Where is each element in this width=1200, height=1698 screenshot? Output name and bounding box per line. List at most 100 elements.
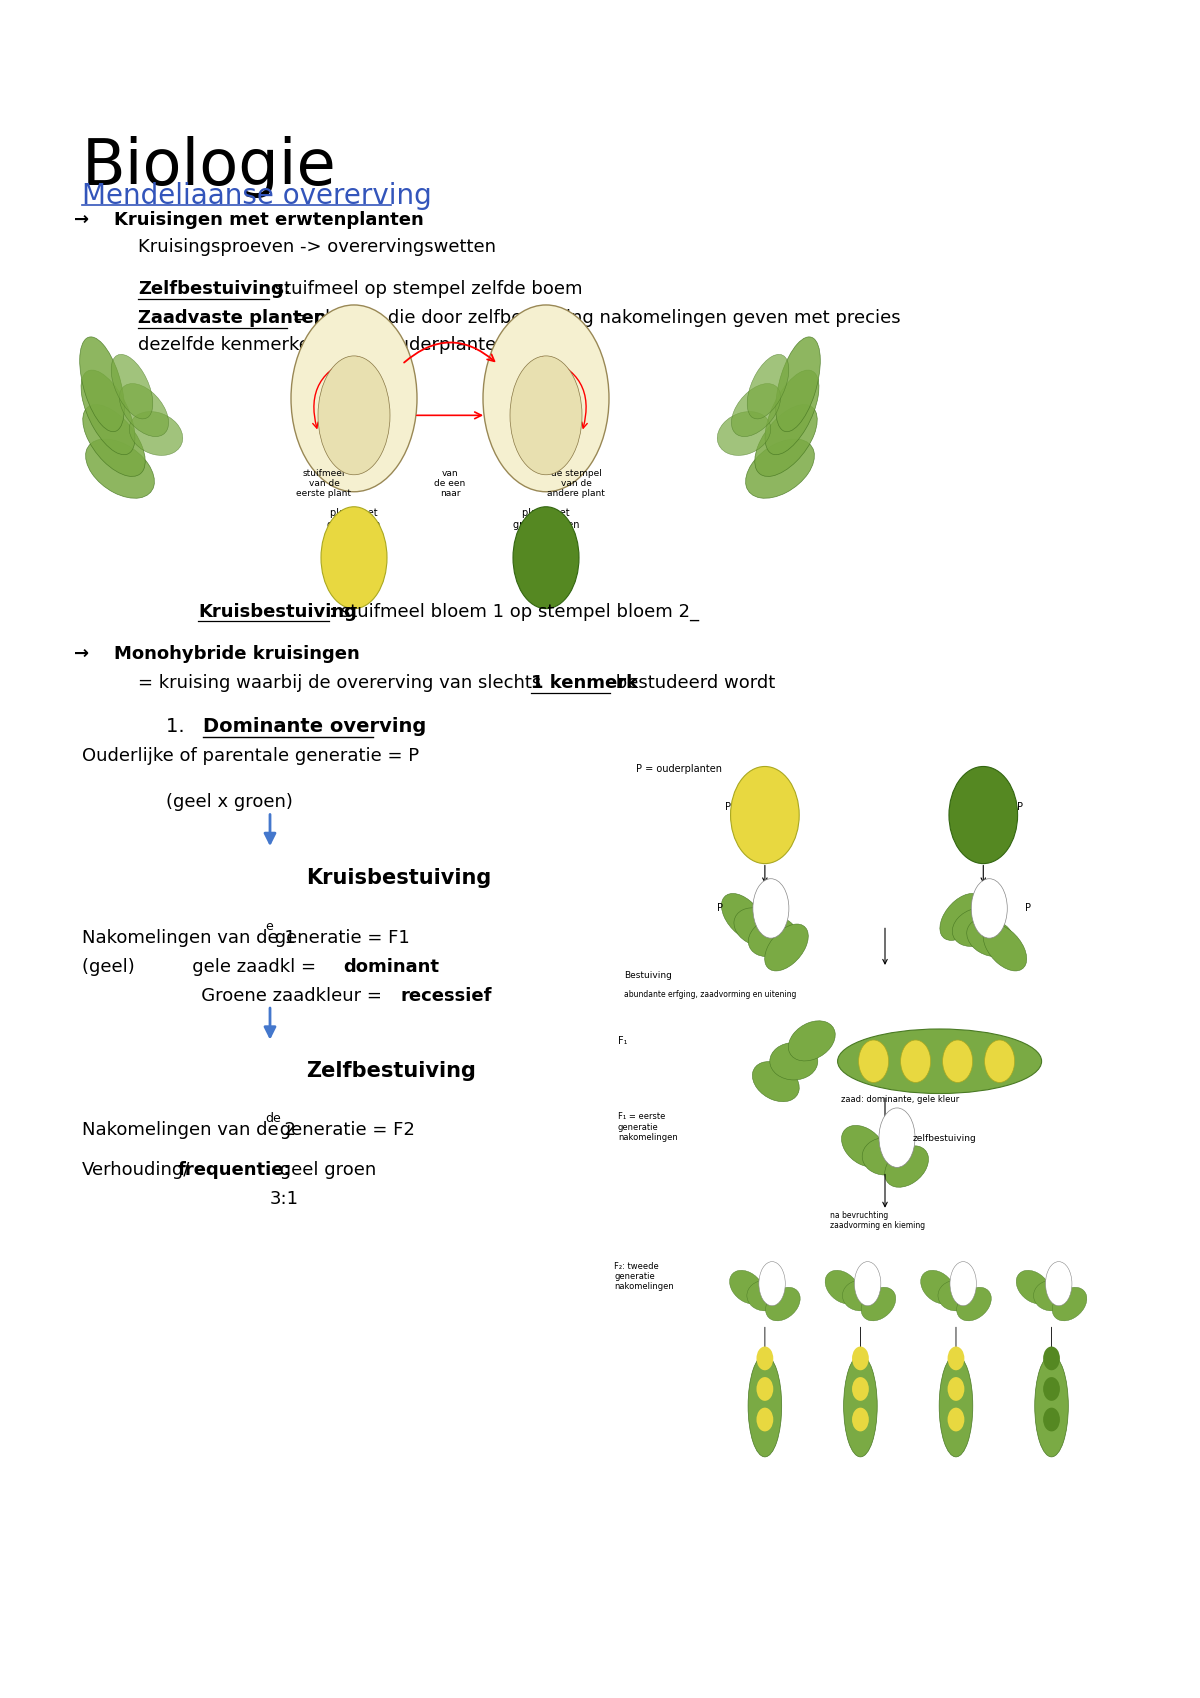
Ellipse shape bbox=[83, 404, 145, 477]
Ellipse shape bbox=[758, 1262, 785, 1306]
Ellipse shape bbox=[322, 506, 386, 608]
Ellipse shape bbox=[130, 411, 182, 455]
Ellipse shape bbox=[984, 1039, 1015, 1083]
Ellipse shape bbox=[770, 1043, 818, 1080]
Text: Kruisbestuiving: Kruisbestuiving bbox=[198, 603, 356, 621]
Ellipse shape bbox=[950, 1262, 977, 1306]
Ellipse shape bbox=[1045, 1262, 1072, 1306]
Ellipse shape bbox=[756, 1408, 773, 1431]
Ellipse shape bbox=[318, 357, 390, 475]
Ellipse shape bbox=[880, 1107, 916, 1168]
Ellipse shape bbox=[292, 306, 418, 492]
Ellipse shape bbox=[755, 404, 817, 477]
Text: Mendeliaanse overerving: Mendeliaanse overerving bbox=[82, 182, 431, 209]
Ellipse shape bbox=[1043, 1377, 1060, 1401]
Text: e: e bbox=[265, 920, 272, 934]
Ellipse shape bbox=[732, 384, 780, 436]
Text: de stempel
van de
andere plant: de stempel van de andere plant bbox=[547, 469, 605, 499]
Ellipse shape bbox=[120, 384, 168, 436]
Ellipse shape bbox=[112, 355, 152, 419]
Text: geel groen: geel groen bbox=[274, 1161, 376, 1180]
Ellipse shape bbox=[852, 1347, 869, 1370]
Text: (geel x groen): (geel x groen) bbox=[166, 793, 293, 812]
Text: plant met
groene zaden: plant met groene zaden bbox=[512, 508, 580, 530]
Ellipse shape bbox=[764, 924, 809, 971]
Text: generatie = F2: generatie = F2 bbox=[274, 1121, 414, 1139]
Ellipse shape bbox=[748, 355, 788, 419]
Text: plant met
gele zaden: plant met gele zaden bbox=[328, 508, 380, 530]
Text: bestudeerd wordt: bestudeerd wordt bbox=[610, 674, 775, 693]
Text: F₁: F₁ bbox=[618, 1036, 628, 1046]
Text: Kruisingen met erwtenplanten: Kruisingen met erwtenplanten bbox=[114, 211, 424, 229]
Text: stuifmeel
van de
eerste plant: stuifmeel van de eerste plant bbox=[296, 469, 352, 499]
Ellipse shape bbox=[1016, 1270, 1051, 1304]
Ellipse shape bbox=[482, 306, 610, 492]
Ellipse shape bbox=[745, 440, 815, 498]
Text: Nakomelingen van de 2: Nakomelingen van de 2 bbox=[82, 1121, 295, 1139]
Text: F₂: tweede
generatie
nakomelingen: F₂: tweede generatie nakomelingen bbox=[614, 1262, 674, 1292]
Text: Bestuiving: Bestuiving bbox=[624, 971, 672, 980]
Ellipse shape bbox=[721, 893, 766, 941]
Ellipse shape bbox=[730, 1270, 764, 1304]
Ellipse shape bbox=[748, 1355, 781, 1457]
Ellipse shape bbox=[920, 1270, 955, 1304]
Ellipse shape bbox=[859, 1039, 888, 1083]
Ellipse shape bbox=[826, 1270, 859, 1304]
Text: = kruising waarbij de overerving van slechts: = kruising waarbij de overerving van sle… bbox=[138, 674, 547, 693]
Ellipse shape bbox=[1043, 1408, 1060, 1431]
Text: P = ouderplanten: P = ouderplanten bbox=[636, 764, 722, 774]
Text: dominant: dominant bbox=[343, 958, 439, 976]
Ellipse shape bbox=[1033, 1280, 1069, 1311]
Text: P: P bbox=[1016, 801, 1022, 812]
Text: Ouderlijke of parentale generatie = P: Ouderlijke of parentale generatie = P bbox=[82, 747, 419, 766]
Ellipse shape bbox=[731, 766, 799, 864]
Text: na bevruchting
zaadvorming en kieming: na bevruchting zaadvorming en kieming bbox=[830, 1211, 925, 1229]
Ellipse shape bbox=[854, 1262, 881, 1306]
Ellipse shape bbox=[1052, 1287, 1087, 1321]
Ellipse shape bbox=[862, 1287, 895, 1321]
Ellipse shape bbox=[983, 924, 1027, 971]
Ellipse shape bbox=[948, 1408, 965, 1431]
Ellipse shape bbox=[943, 1039, 973, 1083]
Ellipse shape bbox=[956, 1287, 991, 1321]
Ellipse shape bbox=[841, 1126, 886, 1167]
Text: zelfbestuiving: zelfbestuiving bbox=[912, 1134, 976, 1143]
Text: Groene zaadkleur =: Groene zaadkleur = bbox=[138, 987, 388, 1005]
Ellipse shape bbox=[949, 766, 1018, 864]
Ellipse shape bbox=[844, 1355, 877, 1457]
Text: abundante erfging, zaadvorming en uitening: abundante erfging, zaadvorming en uiteni… bbox=[624, 990, 797, 998]
Ellipse shape bbox=[85, 440, 155, 498]
Text: →: → bbox=[74, 645, 90, 664]
Text: recessief: recessief bbox=[400, 987, 492, 1005]
Text: Verhouding/: Verhouding/ bbox=[82, 1161, 190, 1180]
Ellipse shape bbox=[938, 1280, 974, 1311]
Ellipse shape bbox=[940, 893, 984, 941]
Ellipse shape bbox=[775, 336, 821, 431]
Ellipse shape bbox=[734, 908, 781, 946]
Ellipse shape bbox=[1034, 1355, 1068, 1457]
Text: 1 kenmerk: 1 kenmerk bbox=[532, 674, 638, 693]
Text: Zelfbestuiving:: Zelfbestuiving: bbox=[138, 280, 290, 299]
Text: van
de een
naar: van de een naar bbox=[434, 469, 466, 499]
Ellipse shape bbox=[756, 1347, 773, 1370]
Text: →: → bbox=[74, 211, 90, 229]
Ellipse shape bbox=[752, 1061, 799, 1102]
Text: Zaadvaste planten: Zaadvaste planten bbox=[138, 309, 326, 328]
Text: 1.: 1. bbox=[166, 717, 197, 735]
Ellipse shape bbox=[838, 1029, 1042, 1094]
Text: : stuifmeel bloem 1 op stempel bloem 2_: : stuifmeel bloem 1 op stempel bloem 2_ bbox=[329, 603, 700, 621]
Ellipse shape bbox=[788, 1020, 835, 1061]
Ellipse shape bbox=[852, 1377, 869, 1401]
Ellipse shape bbox=[82, 370, 134, 455]
Text: Nakomelingen van de 1: Nakomelingen van de 1 bbox=[82, 929, 295, 947]
Ellipse shape bbox=[863, 1138, 908, 1175]
Ellipse shape bbox=[756, 1377, 773, 1401]
Ellipse shape bbox=[971, 880, 1007, 937]
Text: P: P bbox=[725, 801, 731, 812]
Ellipse shape bbox=[852, 1408, 869, 1431]
Ellipse shape bbox=[940, 1355, 973, 1457]
Ellipse shape bbox=[79, 336, 125, 431]
Text: stuifmeel op stempel zelfde boem: stuifmeel op stempel zelfde boem bbox=[269, 280, 582, 299]
Text: P: P bbox=[716, 903, 722, 914]
Ellipse shape bbox=[718, 411, 770, 455]
